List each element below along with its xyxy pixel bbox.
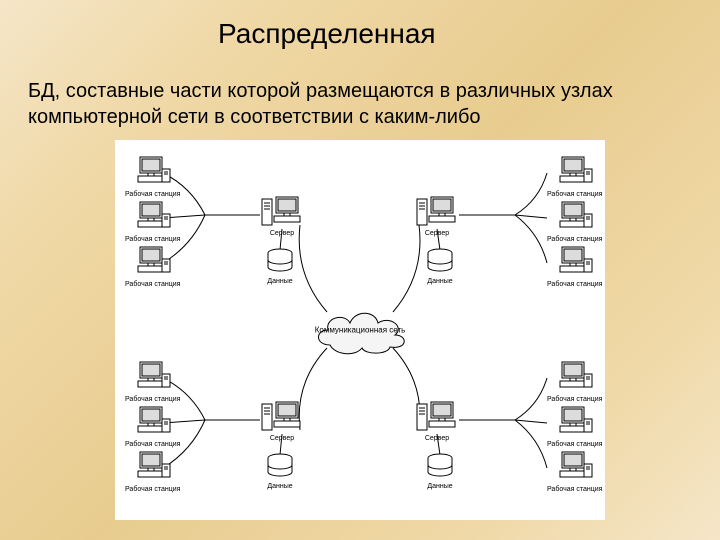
workstation-label: Рабочая станция [547,281,602,288]
server-icon [415,195,459,229]
workstation-icon [547,405,602,440]
server-icon [260,400,304,434]
database-icon [265,453,295,482]
workstation-node: Рабочая станция [547,155,602,198]
database-icon [265,248,295,277]
workstation-node: Рабочая станция [547,360,602,403]
workstation-node: Рабочая станция [547,405,602,448]
workstation-label: Рабочая станция [125,396,180,403]
workstation-icon [125,405,180,440]
workstation-icon [547,245,602,280]
server-node: Сервер [260,195,304,237]
workstation-icon [547,360,602,395]
workstation-label: Рабочая станция [547,236,602,243]
database-label: Данные [425,278,455,285]
workstation-icon [125,360,180,395]
network-diagram: Коммуникационная сеть Рабочая станция Ра… [115,140,605,520]
workstation-node: Рабочая станция [125,245,180,288]
database-icon [425,453,455,482]
workstation-label: Рабочая станция [547,441,602,448]
workstation-icon [547,155,602,190]
workstation-label: Рабочая станция [547,396,602,403]
server-icon [260,195,304,229]
workstation-icon [125,245,180,280]
workstation-label: Рабочая станция [547,191,602,198]
workstation-node: Рабочая станция [125,155,180,198]
workstation-label: Рабочая станция [125,281,180,288]
slide-body-text: БД, составные части которой размещаются … [28,78,692,130]
cloud-label: Коммуникационная сеть [315,326,406,335]
workstation-node: Рабочая станция [125,360,180,403]
server-icon [415,400,459,434]
workstation-node: Рабочая станция [125,200,180,243]
server-label: Сервер [415,230,459,237]
workstation-label: Рабочая станция [125,486,180,493]
workstation-node: Рабочая станция [547,200,602,243]
workstation-label: Рабочая станция [125,441,180,448]
server-node: Сервер [260,400,304,442]
workstation-icon [547,200,602,235]
cloud-node: Коммуникационная сеть [310,305,410,355]
database-label: Данные [265,483,295,490]
database-label: Данные [265,278,295,285]
database-node: Данные [265,248,295,285]
server-node: Сервер [415,195,459,237]
workstation-node: Рабочая станция [547,245,602,288]
server-label: Сервер [260,230,304,237]
workstation-node: Рабочая станция [547,450,602,493]
workstation-icon [125,200,180,235]
workstation-node: Рабочая станция [125,405,180,448]
database-node: Данные [425,453,455,490]
workstation-label: Рабочая станция [125,236,180,243]
database-node: Данные [265,453,295,490]
database-node: Данные [425,248,455,285]
workstation-label: Рабочая станция [125,191,180,198]
workstation-node: Рабочая станция [125,450,180,493]
server-label: Сервер [415,435,459,442]
workstation-label: Рабочая станция [547,486,602,493]
slide: Распределенная БД, составные части котор… [0,0,720,540]
slide-title: Распределенная [218,18,436,50]
workstation-icon [125,450,180,485]
database-label: Данные [425,483,455,490]
database-icon [425,248,455,277]
server-node: Сервер [415,400,459,442]
workstation-icon [547,450,602,485]
workstation-icon [125,155,180,190]
server-label: Сервер [260,435,304,442]
